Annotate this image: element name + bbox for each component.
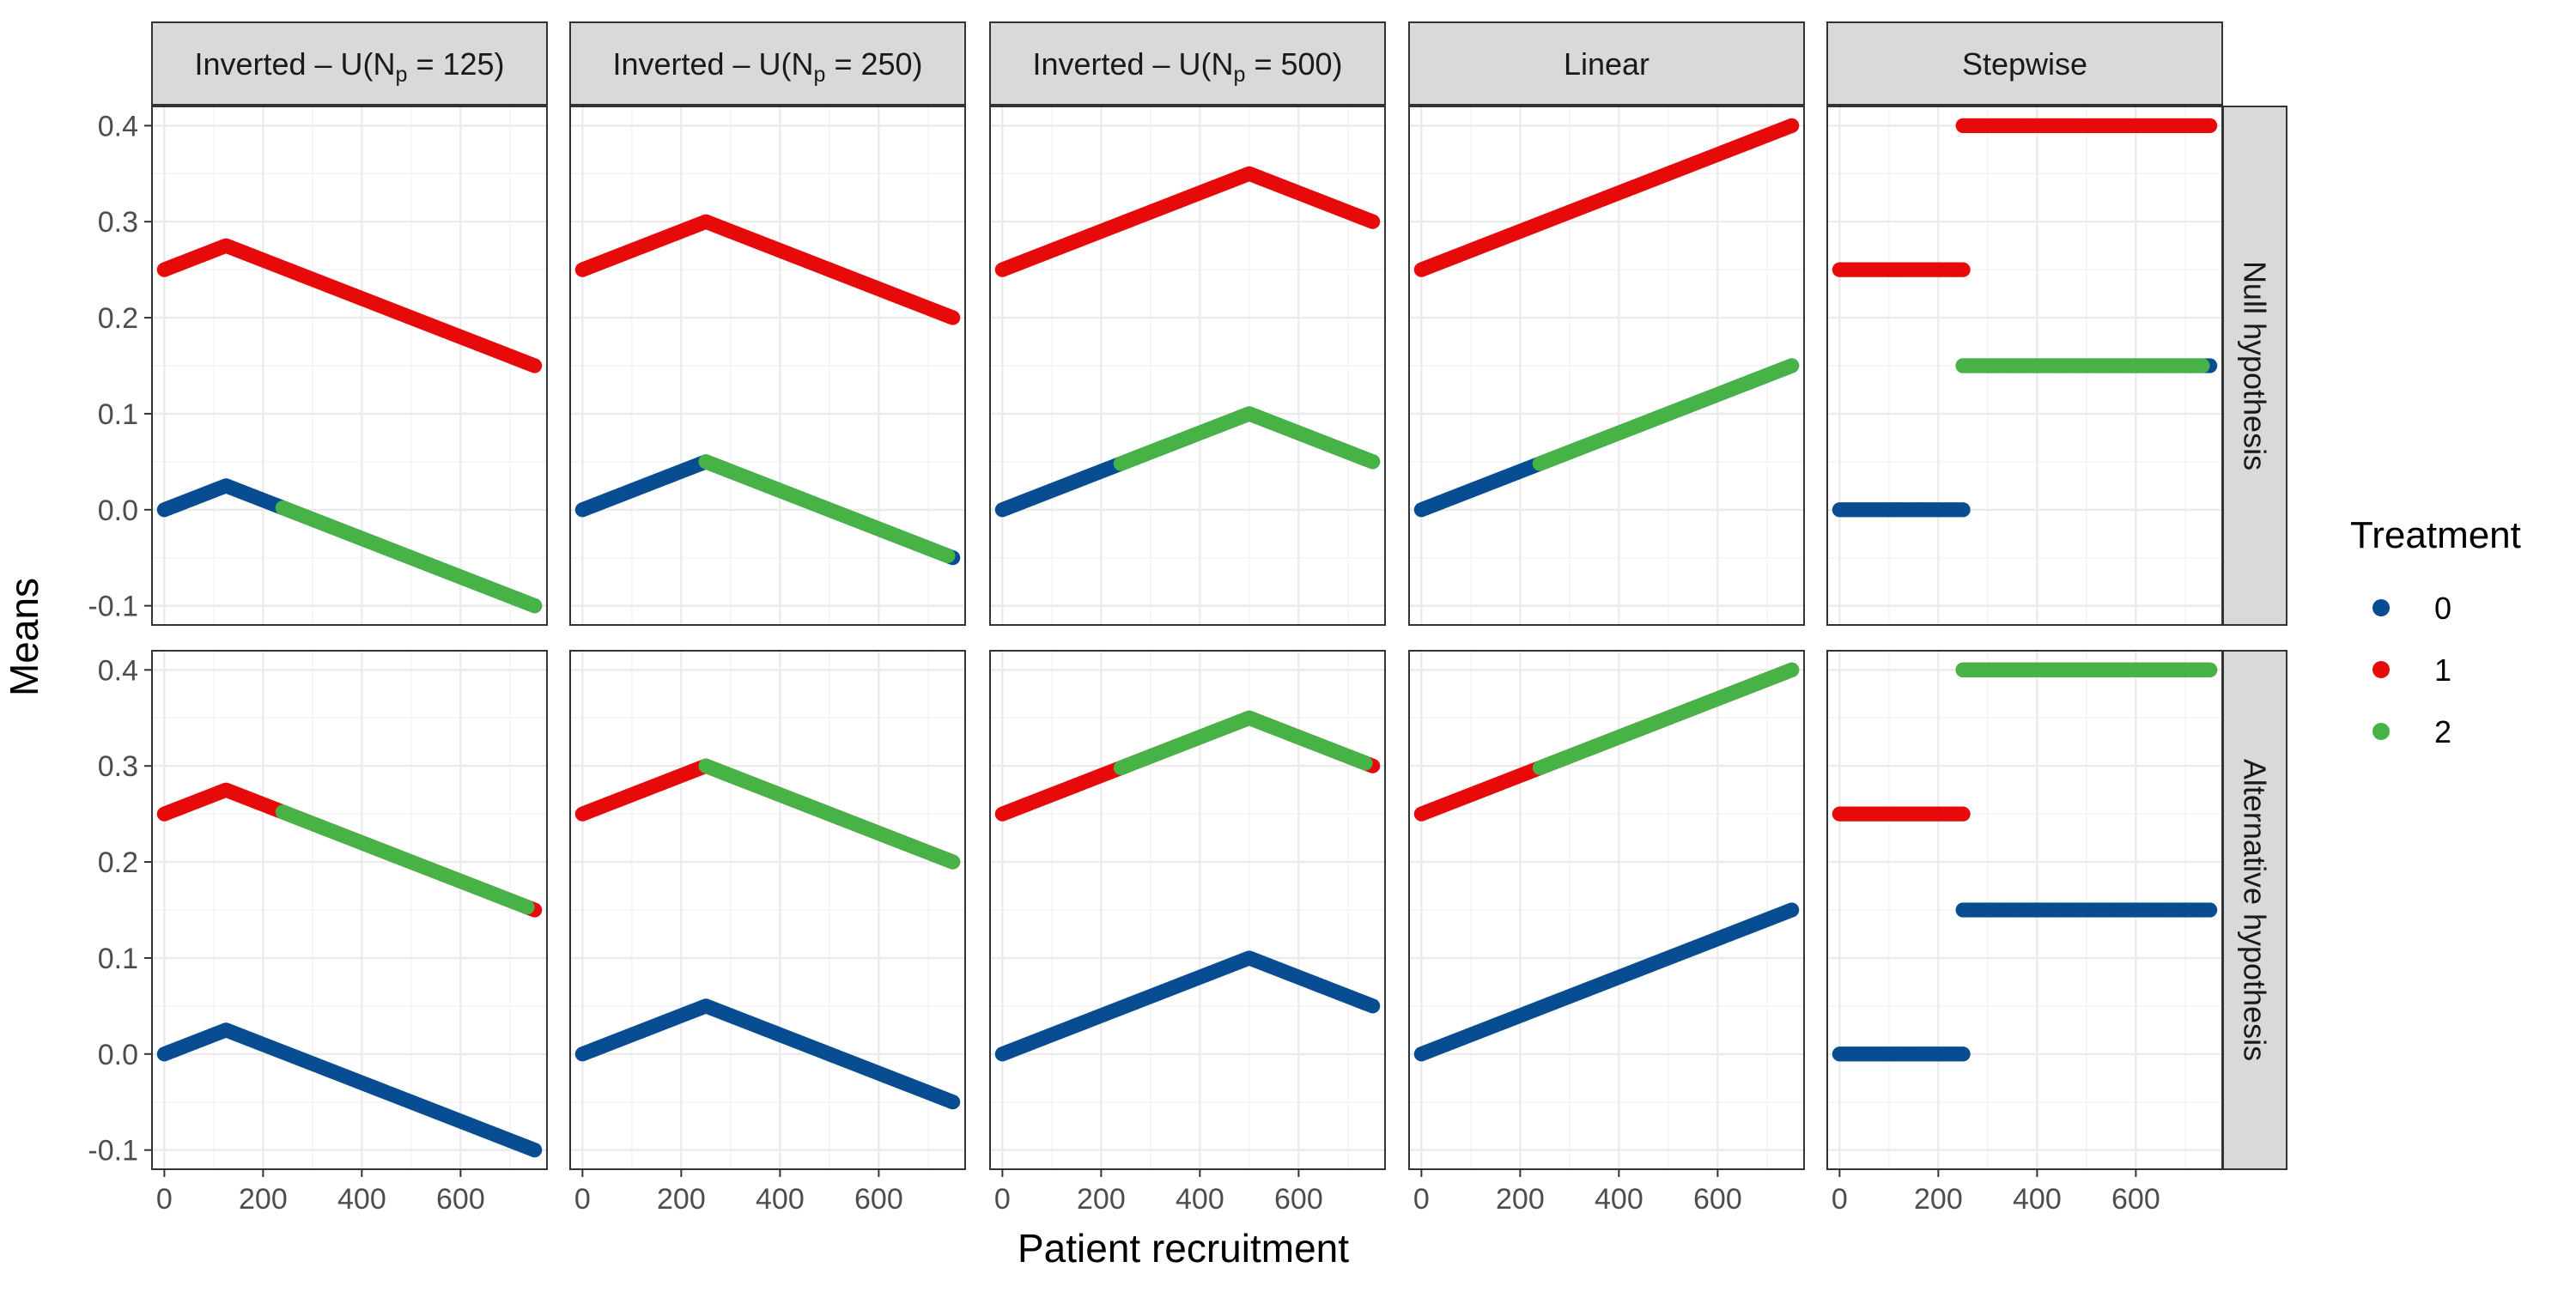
data-point xyxy=(1365,215,1380,229)
data-point xyxy=(1956,263,1971,277)
panel-r0-c2 xyxy=(990,106,1385,625)
data-point xyxy=(2202,118,2217,133)
data-point xyxy=(940,549,955,563)
data-point xyxy=(527,358,542,373)
data-point xyxy=(1365,454,1380,469)
data-point xyxy=(1784,902,1799,917)
panel-r0-c3 xyxy=(1409,106,1804,625)
panel-r1-c0 xyxy=(152,651,547,1169)
data-point xyxy=(1956,807,1971,822)
data-point xyxy=(945,1095,960,1109)
panel-r1-c3 xyxy=(1409,651,1804,1169)
series-treatment-2 xyxy=(1956,663,2218,677)
data-point xyxy=(1784,118,1799,133)
data-point xyxy=(1365,998,1380,1013)
panel-r0-c0 xyxy=(152,106,547,625)
data-point xyxy=(2202,902,2217,917)
data-point xyxy=(1956,502,1971,517)
data-point xyxy=(1784,358,1799,373)
data-point xyxy=(1358,755,1372,770)
panel-r1-c2 xyxy=(990,651,1385,1169)
data-point xyxy=(2195,358,2209,373)
data-point xyxy=(527,1143,542,1157)
data-point xyxy=(519,900,534,914)
data-point xyxy=(1956,1046,1971,1061)
data-point xyxy=(1784,663,1799,677)
data-point xyxy=(945,310,960,325)
data-point xyxy=(945,854,960,869)
data-point xyxy=(527,598,542,613)
series-treatment-2 xyxy=(1956,358,2210,373)
